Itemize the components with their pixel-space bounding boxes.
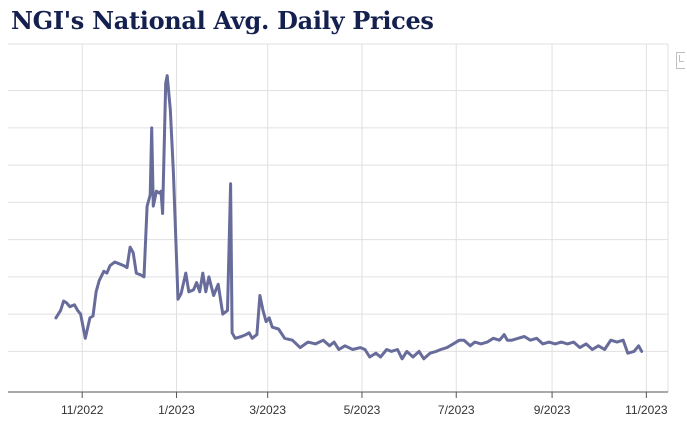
x-tick-label: 9/2023 [534, 403, 571, 417]
expand-icon[interactable] [676, 52, 685, 69]
x-axis-labels: 11/2022 1/2023 3/2023 5/2023 7/2023 9/2023 11/… [61, 403, 668, 417]
chart-title: NGI's National Avg. Daily Prices [11, 6, 434, 35]
x-tick-label: 1/2023 [158, 403, 195, 417]
x-tick-label: 3/2023 [249, 403, 286, 417]
chart-series [54, 74, 644, 361]
x-tick-label: 7/2023 [438, 403, 475, 417]
chart-grid [8, 43, 669, 392]
x-tick-label: 5/2023 [344, 403, 381, 417]
x-axis [8, 391, 668, 398]
series-line [54, 74, 644, 361]
x-tick-label: 11/2022 [61, 403, 104, 417]
x-tick-label: 11/2023 [625, 403, 668, 417]
